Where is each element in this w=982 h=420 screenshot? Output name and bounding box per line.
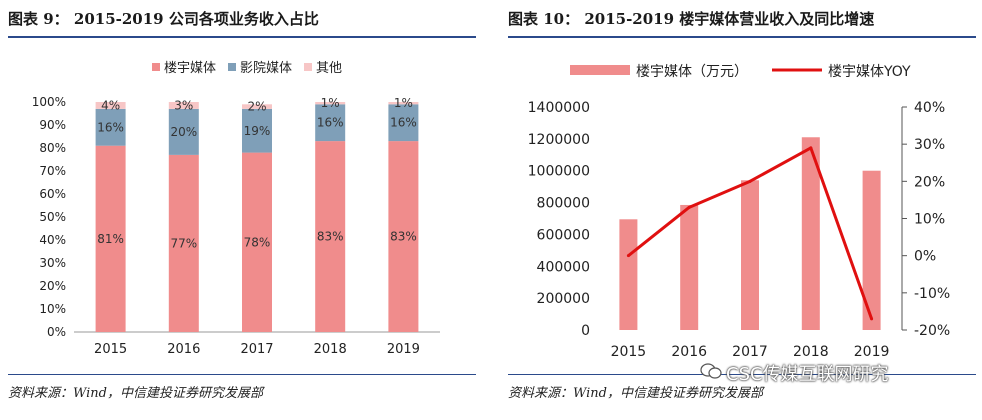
left-source-note: 资料来源：Wind，中信建投证券研究发展部 [8, 386, 263, 401]
revenue-bar-2018 [801, 137, 820, 330]
data-label-2019-0: 83% [390, 230, 417, 244]
data-label-2018-1: 16% [317, 116, 344, 130]
right-footer-rule [508, 374, 976, 375]
y2-tick-label: 30% [914, 137, 945, 153]
revenue-bar-2017 [741, 180, 759, 330]
x-tick-label: 2016 [167, 342, 200, 357]
y-tick-label: 30% [39, 256, 66, 270]
legend-label-bar: 楼宇媒体（万元） [636, 64, 748, 80]
data-label-2015-0: 81% [97, 232, 124, 246]
watermark-text: CSC传媒互联网研究 [726, 364, 889, 385]
y-tick-label: 0% [47, 325, 66, 339]
y-tick-label: 70% [39, 164, 66, 178]
y-tick-label: 20% [39, 279, 66, 293]
bar-segment-2016-0 [168, 154, 199, 332]
legend-label-line: 楼宇媒体YOY [828, 64, 911, 80]
data-label-2015-2: 4% [101, 98, 120, 112]
y-tick-label: 400000 [537, 259, 590, 275]
bar-segment-2018-1 [315, 104, 346, 142]
yoy-point-2019 [870, 317, 874, 321]
revenue-bar-2016 [680, 204, 699, 330]
y-tick-label: 200000 [537, 291, 590, 307]
yoy-point-2017 [748, 179, 752, 183]
right-title-rule [508, 36, 976, 38]
x-tick-label: 2018 [793, 344, 829, 360]
bar-segment-2017-2 [242, 104, 272, 109]
right-chart-panel: 图表 10： 2015-2019 楼宇媒体营业收入及同比增速 楼宇媒体（万元）楼… [500, 0, 982, 420]
legend-swatch-2 [304, 63, 312, 71]
y2-tick-label: -20% [914, 323, 950, 339]
bar-segment-2019-2 [388, 102, 419, 105]
y2-tick-label: 40% [914, 100, 945, 116]
data-label-2016-1: 20% [170, 125, 197, 139]
y-tick-label: 60% [39, 187, 66, 201]
x-tick-label: 2017 [240, 342, 273, 357]
legend-swatch-0 [152, 63, 160, 71]
left-chart-title: 图表 9： 2015-2019 公司各项业务收入占比 [8, 10, 319, 28]
data-label-2016-2: 3% [174, 98, 193, 112]
y-tick-label: 90% [39, 118, 66, 132]
x-tick-label: 2019 [854, 344, 890, 360]
revenue-bar-2019 [862, 170, 881, 330]
x-tick-label: 2017 [732, 344, 768, 360]
y2-tick-label: 0% [914, 249, 936, 265]
yoy-point-2018 [809, 146, 813, 150]
bar-segment-2019-1 [388, 104, 419, 142]
y-tick-label: 800000 [537, 196, 590, 212]
wechat-icon [700, 363, 722, 379]
bar-segment-2019-0 [388, 141, 419, 332]
bar-segment-2018-2 [315, 102, 346, 105]
data-label-2015-1: 16% [97, 120, 124, 134]
y-tick-label: 40% [39, 233, 66, 247]
left-footer-rule [8, 374, 476, 375]
data-label-2017-0: 78% [244, 235, 271, 249]
data-label-2019-2: 1% [394, 96, 413, 110]
data-label-2019-1: 16% [390, 116, 417, 130]
bar-segment-2018-0 [315, 141, 346, 332]
y-tick-label: 100% [32, 95, 66, 109]
y-tick-label: 50% [39, 210, 66, 224]
yoy-point-2016 [687, 205, 691, 209]
y-tick-label: 1200000 [528, 132, 590, 148]
bar-segment-2015-0 [95, 145, 126, 332]
revenue-bar-2015 [619, 219, 638, 330]
x-tick-label: 2015 [94, 342, 127, 357]
y-tick-label: 1000000 [528, 164, 590, 180]
y-tick-label: 80% [39, 141, 66, 155]
bar-segment-2015-1 [95, 108, 126, 146]
x-tick-label: 2018 [314, 342, 347, 357]
left-chart-panel: 图表 9： 2015-2019 公司各项业务收入占比 楼宇媒体 影院媒体 其他 0% 1… [0, 0, 482, 420]
legend-label-1: 影院媒体 [240, 61, 292, 76]
x-tick-label: 2016 [671, 344, 707, 360]
left-title-rule [8, 36, 476, 38]
x-tick-label: 2019 [387, 342, 420, 357]
legend-swatch-bar [570, 65, 630, 75]
y2-tick-label: 10% [914, 212, 945, 228]
bar-segment-2016-2 [168, 102, 199, 109]
yoy-point-2015 [626, 254, 630, 258]
bar-segment-2016-1 [168, 108, 199, 155]
bar-segment-2017-0 [242, 152, 272, 332]
y-tick-label: 10% [39, 302, 66, 316]
bar-segment-2017-1 [242, 108, 272, 153]
y-tick-label: 600000 [537, 227, 590, 243]
y-tick-label: 0 [581, 323, 590, 339]
legend-swatch-1 [228, 63, 236, 71]
bar-segment-2015-2 [95, 102, 126, 109]
legend-label-0: 楼宇媒体 [164, 61, 216, 76]
x-tick-label: 2015 [611, 344, 647, 360]
stacked-bar-chart: 楼宇媒体 影院媒体 其他 0% 10% 20% 30% 40% 50% 60% 70% 80% 90% 1… [32, 61, 440, 357]
data-label-2018-2: 1% [321, 96, 340, 110]
right-chart-title: 图表 10： 2015-2019 楼宇媒体营业收入及同比增速 [508, 10, 875, 28]
right-source-note: 资料来源：Wind，中信建投证券研究发展部 [508, 386, 763, 401]
bar-line-combo-chart: 楼宇媒体（万元） 楼宇媒体YOY 0 200000 400000 600000 800000… [528, 64, 951, 360]
y2-tick-label: -10% [914, 286, 950, 302]
legend-label-2: 其他 [316, 61, 342, 76]
y-tick-label: 1400000 [528, 100, 590, 116]
data-label-2017-1: 19% [244, 124, 271, 138]
data-label-2016-0: 77% [170, 236, 197, 250]
data-label-2018-0: 83% [317, 230, 344, 244]
data-label-2017-2: 2% [247, 100, 266, 114]
y2-tick-label: 20% [914, 174, 945, 190]
